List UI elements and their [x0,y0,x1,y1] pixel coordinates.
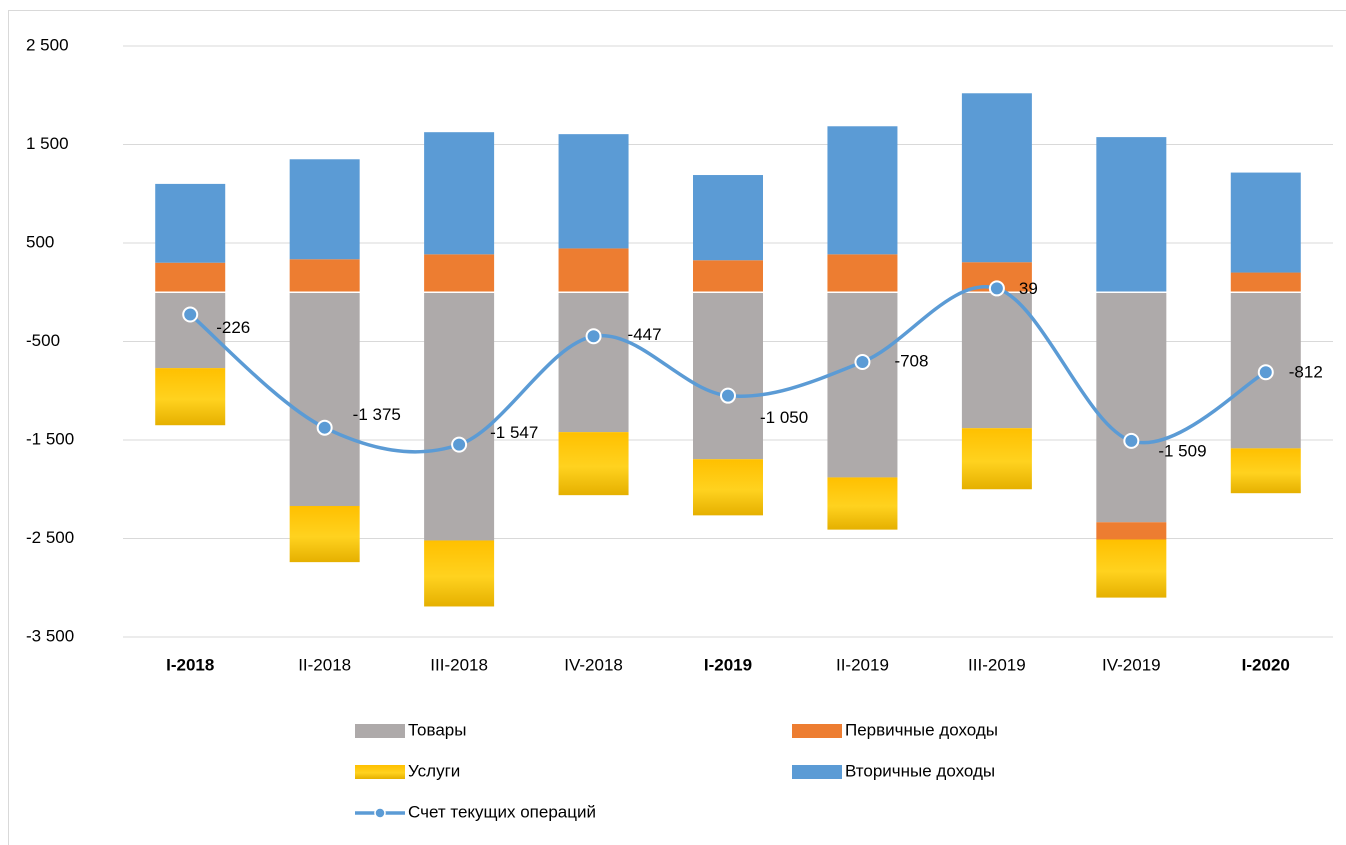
bar-segment [961,428,1032,490]
bar-segment [289,292,360,506]
line-marker [1257,364,1274,381]
bar-segment [155,262,226,293]
bar-segment [1096,522,1167,540]
line-marker [720,387,736,404]
legend-label: Услуги [408,761,460,780]
x-tick-label: IV-2018 [564,655,623,674]
data-label: -1 050 [760,408,808,427]
legend-label: Вторичные доходы [845,761,995,780]
data-label: -708 [894,351,928,370]
bar-segment [1230,448,1301,494]
bar-segment [558,134,629,249]
line-marker [451,436,468,453]
bar-segment [424,292,495,541]
data-label: -1 375 [353,405,401,424]
legend-swatch [355,724,405,738]
x-tick-label: III-2019 [968,655,1026,674]
bar-segment [961,292,1032,429]
line-marker [1123,432,1140,449]
bar-segment [827,254,898,293]
line-marker [585,328,602,345]
legend-swatch [792,765,842,779]
bar-segment [558,432,629,496]
x-tick-label: I-2019 [704,655,752,674]
x-tick-label: I-2018 [166,655,214,674]
y-tick-label: 1 500 [26,134,69,153]
bar-segment [693,292,763,460]
bar-segment [424,132,495,255]
bar-segment [155,292,226,369]
bar-segment [1096,137,1167,293]
line-marker [854,353,871,370]
bar-segment [289,159,360,260]
bar-segment [558,248,629,293]
bar-segment [424,254,495,293]
y-tick-label: -3 500 [26,626,74,645]
bar-segment [693,459,763,516]
data-label: -226 [216,318,250,337]
x-tick-label: I-2020 [1242,655,1290,674]
line-marker [182,306,199,323]
y-tick-label: 500 [26,232,54,251]
y-tick-label: -2 500 [26,528,74,547]
bar-segment [693,175,763,261]
legend-swatch [355,765,405,779]
bar-segment [155,183,226,263]
bar-segment [1230,272,1301,293]
bar-segment [1230,172,1301,273]
bar-segment [289,505,360,563]
bar-segment [1096,292,1167,523]
data-label: -812 [1289,363,1323,382]
x-tick-label: II-2018 [298,655,351,674]
chart-border [8,10,1346,845]
line-marker [316,419,333,436]
data-label: -1 509 [1158,441,1206,460]
legend-label: Счет текущих операций [408,802,596,821]
bar-segment [827,126,898,255]
x-tick-label: III-2018 [430,655,488,674]
bar-segment [827,477,898,530]
bar-segment [424,540,495,607]
legend-label: Первичные доходы [845,720,998,739]
bar-segment [961,93,1032,263]
bar-segment [827,292,898,478]
line-marker [988,280,1005,297]
data-label: -1 547 [490,423,538,442]
bar-segment [289,259,360,293]
bar-segment [558,292,629,433]
y-tick-label: 2 500 [26,35,69,54]
bar-segment [1096,539,1167,598]
data-label: -447 [628,325,662,344]
bar-segment [155,368,226,426]
legend-swatch [792,724,842,738]
y-tick-label: -500 [26,331,60,350]
x-tick-label: II-2019 [836,655,889,674]
legend-label: Товары [408,720,466,739]
bar-segment [693,260,763,293]
data-label: 39 [1019,279,1038,298]
x-tick-label: IV-2019 [1102,655,1161,674]
legend-marker [374,807,386,819]
y-tick-label: -1 500 [26,429,74,448]
